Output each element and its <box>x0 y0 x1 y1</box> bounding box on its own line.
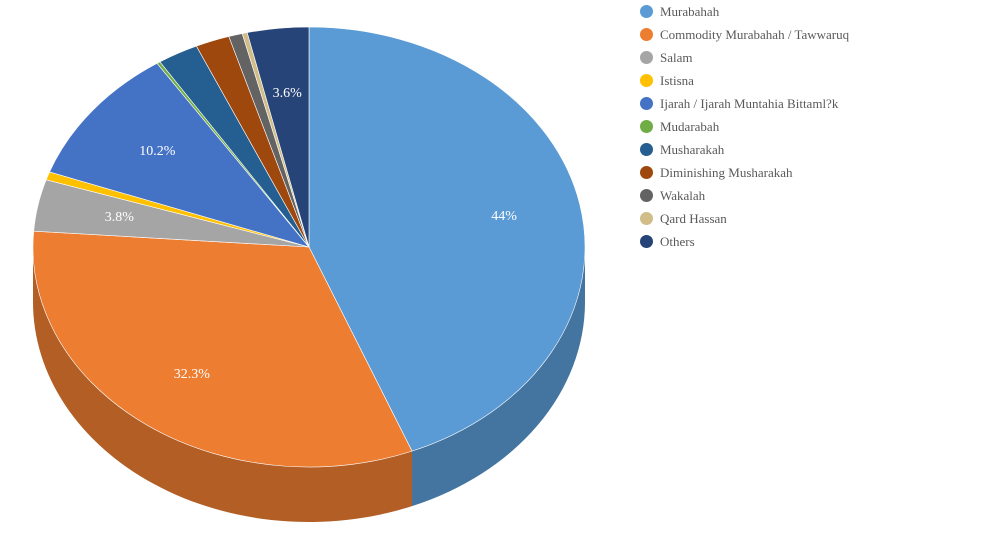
pie-side-commodity-murabahah-tawwaruq <box>33 247 413 522</box>
data-label-others: 3.6% <box>273 86 303 101</box>
pie-depth <box>33 247 585 522</box>
legend-label: Salam <box>660 49 693 65</box>
legend-label: Commodity Murabahah / Tawwaruq <box>660 26 850 42</box>
legend-marker-icon <box>640 5 653 18</box>
legend-item-mudarabah[interactable]: Mudarabah <box>640 115 849 138</box>
legend-marker-icon <box>640 74 653 87</box>
legend-label: Wakalah <box>660 187 706 203</box>
legend-label: Musharakah <box>660 141 725 157</box>
pie-side-murabahah <box>412 247 585 507</box>
legend-item-istisna[interactable]: Istisna <box>640 69 849 92</box>
legend-label: Istisna <box>660 72 694 88</box>
legend-marker-icon <box>640 97 653 110</box>
legend-item-qard-hassan[interactable]: Qard Hassan <box>640 207 849 230</box>
legend-item-commodity-murabahah-tawwaruq[interactable]: Commodity Murabahah / Tawwaruq <box>640 23 849 46</box>
legend-marker-icon <box>640 212 653 225</box>
legend-marker-icon <box>640 120 653 133</box>
legend-marker-icon <box>640 28 653 41</box>
legend-marker-icon <box>640 189 653 202</box>
legend-item-diminishing-musharakah[interactable]: Diminishing Musharakah <box>640 161 849 184</box>
data-label-murabahah: 44% <box>491 209 517 224</box>
legend-marker-icon <box>640 51 653 64</box>
pie-slice-ijarah-ijarah-muntahia-bittaml-k[interactable] <box>49 62 310 248</box>
legend-label: Qard Hassan <box>660 210 727 226</box>
legend-marker-icon <box>640 143 653 156</box>
data-label-ijarah-ijarah-muntahia-bittaml-k: 10.2% <box>139 144 176 159</box>
legend-label: Murabahah <box>660 3 720 19</box>
pie-slice-murabahah[interactable] <box>308 26 586 452</box>
data-label-salam: 3.8% <box>105 210 135 225</box>
legend-label: Diminishing Musharakah <box>660 164 793 180</box>
legend-label: Others <box>660 233 695 249</box>
legend-label: Mudarabah <box>660 118 720 134</box>
pie-chart: 44% 32.3% 3.8% 10.2% 3.6% <box>32 26 586 522</box>
data-label-commodity-murabahah-tawwaruq: 32.3% <box>174 367 211 382</box>
pie-top <box>32 26 586 468</box>
legend-item-others[interactable]: Others <box>640 230 849 253</box>
legend-marker-icon <box>640 166 653 179</box>
legend-marker-icon <box>640 235 653 248</box>
legend-item-murabahah[interactable]: Murabahah <box>640 0 849 23</box>
legend-item-musharakah[interactable]: Musharakah <box>640 138 849 161</box>
legend-item-salam[interactable]: Salam <box>640 46 849 69</box>
pie-slice-commodity-murabahah-tawwaruq[interactable] <box>32 230 413 468</box>
pie-labels: 44% 32.3% 3.8% 10.2% 3.6% <box>105 86 518 382</box>
legend-item-ijarah-ijarah-muntahia-bittaml-k[interactable]: Ijarah / Ijarah Muntahia Bittaml?k <box>640 92 849 115</box>
legend-label: Ijarah / Ijarah Muntahia Bittaml?k <box>660 95 839 111</box>
legend: Murabahah Commodity Murabahah / Tawwaruq S… <box>640 0 849 253</box>
legend-item-wakalah[interactable]: Wakalah <box>640 184 849 207</box>
pie-slice-others[interactable] <box>246 26 310 248</box>
